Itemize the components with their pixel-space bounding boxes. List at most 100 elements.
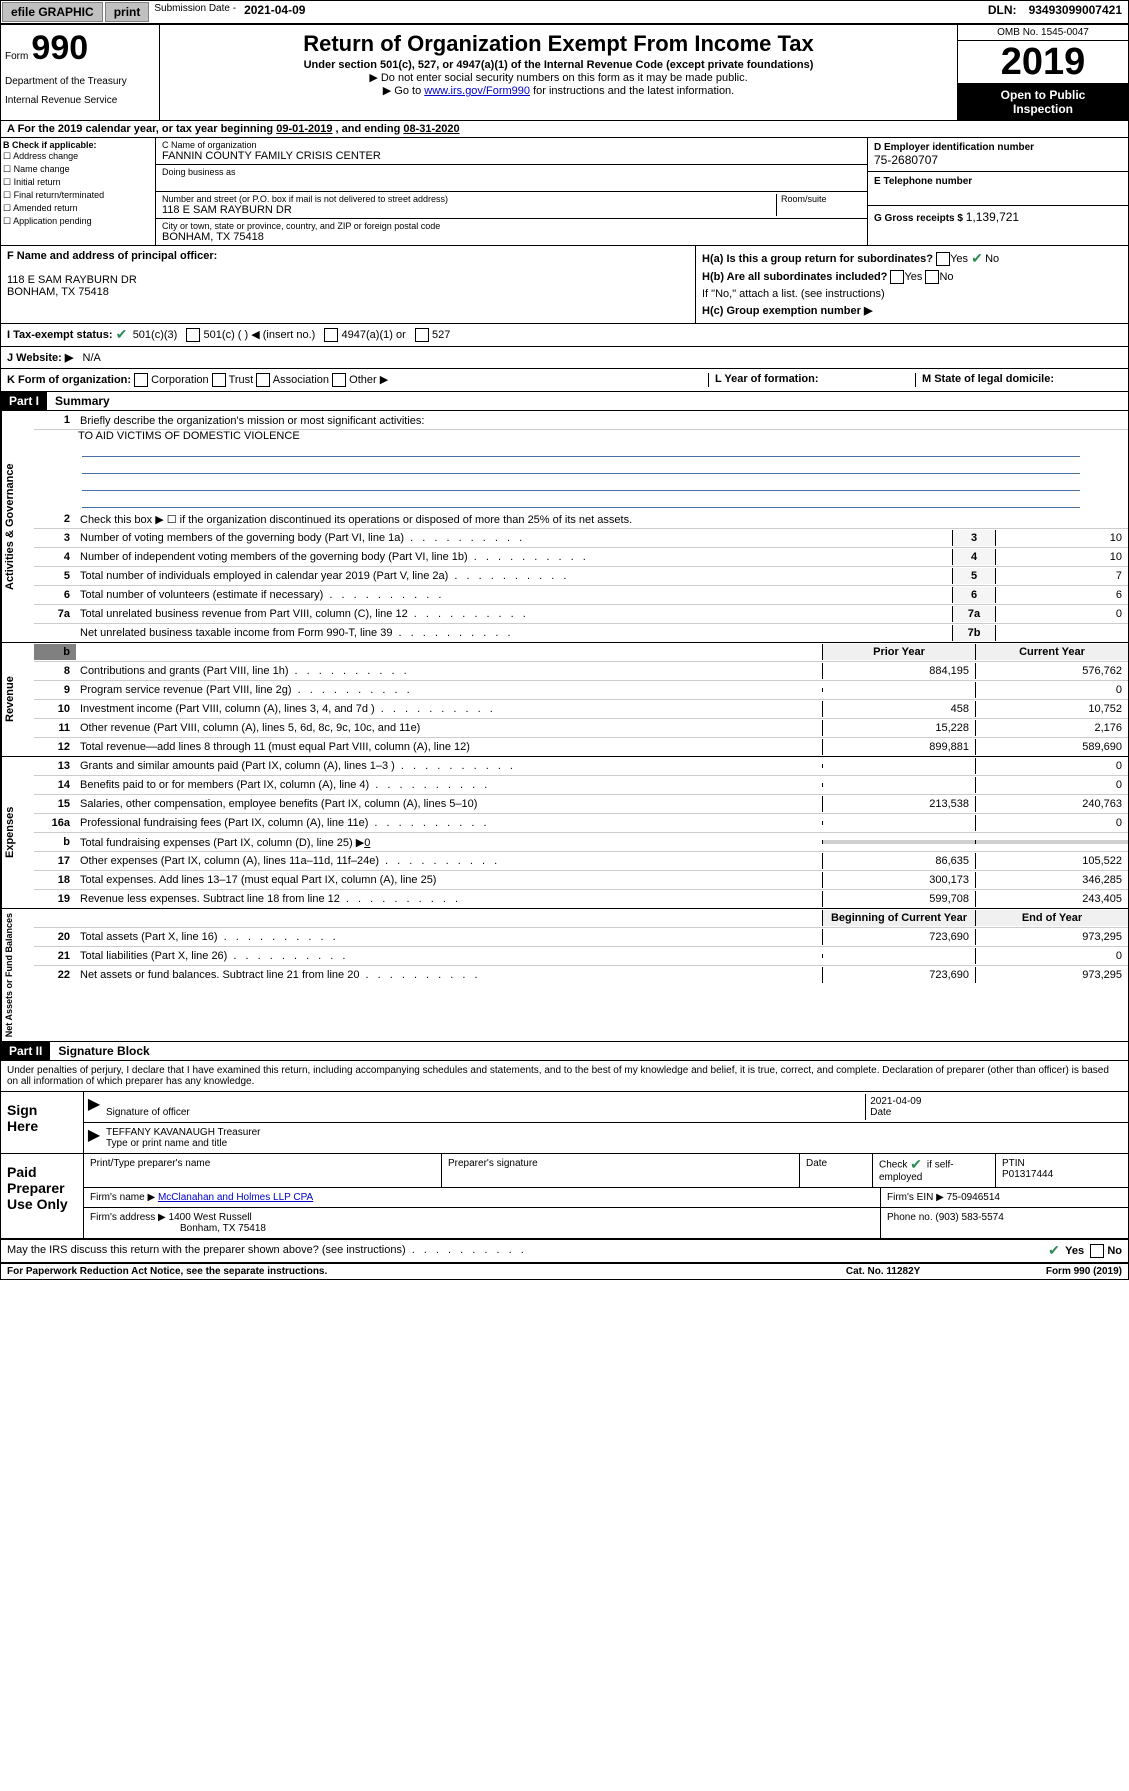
- firm-addr-label: Firm's address ▶: [90, 1212, 166, 1223]
- line8-prior: 884,195: [822, 663, 975, 679]
- line22-end: 973,295: [975, 967, 1128, 983]
- h-group: H(a) Is this a group return for subordin…: [696, 246, 1128, 323]
- chk-name[interactable]: ☐ Name change: [3, 163, 153, 176]
- hb-yes[interactable]: [890, 270, 904, 284]
- chk-final[interactable]: ☐ Final return/terminated: [3, 189, 153, 202]
- line16a: Professional fundraising fees (Part IX, …: [76, 815, 822, 831]
- instruction-2: ▶ Go to www.irs.gov/Form990 for instruct…: [164, 84, 953, 97]
- header-center: Return of Organization Exempt From Incom…: [160, 25, 957, 120]
- l-year-label: L Year of formation:: [715, 373, 819, 385]
- line20-end: 973,295: [975, 929, 1128, 945]
- m-state-label: M State of legal domicile:: [922, 373, 1054, 385]
- firm-name-link[interactable]: McClanahan and Holmes LLP CPA: [158, 1192, 313, 1203]
- f-addr2: BONHAM, TX 75418: [7, 286, 689, 298]
- line10: Investment income (Part VIII, column (A)…: [76, 701, 822, 717]
- hb-no[interactable]: [925, 270, 939, 284]
- gross-label: G Gross receipts $: [874, 213, 966, 224]
- i-501c3-checked[interactable]: [116, 328, 130, 342]
- gov-vert-label: Activities & Governance: [1, 411, 34, 642]
- dln-label: DLN:: [982, 1, 1023, 23]
- line4: Number of independent voting members of …: [76, 549, 952, 565]
- line3: Number of voting members of the governin…: [76, 530, 952, 546]
- gross-receipts: 1,139,721: [966, 210, 1019, 224]
- prep-date-label: Date: [800, 1154, 873, 1187]
- i-4947[interactable]: [324, 328, 338, 342]
- firm-phone: (903) 583-5574: [935, 1212, 1003, 1223]
- k-row: K Form of organization: Corporation Trus…: [1, 369, 1128, 392]
- line20-begin: 723,690: [822, 929, 975, 945]
- col-b-checkboxes: B Check if applicable: ☐ Address change …: [1, 138, 156, 245]
- chk-address[interactable]: ☐ Address change: [3, 150, 153, 163]
- efile-button[interactable]: efile GRAPHIC: [2, 2, 103, 22]
- part1-badge: Part I: [1, 392, 47, 410]
- chk-pending[interactable]: ☐ Application pending: [3, 215, 153, 228]
- tel-label: E Telephone number: [874, 176, 1122, 187]
- line19: Revenue less expenses. Subtract line 18 …: [76, 891, 822, 907]
- line21-begin: [822, 954, 975, 958]
- exp-vert-label: Expenses: [1, 757, 34, 908]
- k-assoc[interactable]: [256, 373, 270, 387]
- print-button[interactable]: print: [105, 2, 150, 22]
- form-number: 990: [31, 29, 88, 67]
- i-501c[interactable]: [186, 328, 200, 342]
- line11-prior: 15,228: [822, 720, 975, 736]
- chk-initial[interactable]: ☐ Initial return: [3, 176, 153, 189]
- website-value: N/A: [83, 352, 101, 364]
- ha-no-checked[interactable]: [971, 252, 985, 266]
- f-label: F Name and address of principal officer:: [7, 250, 689, 262]
- officer-name-label: Type or print name and title: [106, 1138, 1122, 1149]
- room-label: Room/suite: [781, 194, 861, 204]
- line19-prior: 599,708: [822, 891, 975, 907]
- j-website: J Website: ▶ N/A: [1, 347, 1128, 369]
- line13-curr: 0: [975, 758, 1128, 774]
- line18-prior: 300,173: [822, 872, 975, 888]
- line22: Net assets or fund balances. Subtract li…: [76, 967, 822, 983]
- submission-label: Submission Date -: [150, 1, 240, 23]
- subtitle-1: Under section 501(c), 527, or 4947(a)(1)…: [164, 59, 953, 71]
- prep-name-label: Print/Type preparer's name: [84, 1154, 442, 1187]
- line15-curr: 240,763: [975, 796, 1128, 812]
- org-name-label: C Name of organization: [162, 140, 861, 150]
- line2: Check this box ▶ ☐ if the organization d…: [76, 511, 1128, 528]
- ptin-value: P01317444: [1002, 1169, 1122, 1180]
- discuss-yes-checked[interactable]: [1048, 1244, 1062, 1258]
- k-trust[interactable]: [212, 373, 226, 387]
- i-tax-status: I Tax-exempt status: 501(c)(3) 501(c) ( …: [1, 324, 1128, 347]
- dln-value: 93493099007421: [1023, 1, 1128, 23]
- h-note: If "No," attach a list. (see instruction…: [702, 286, 1122, 302]
- line12-curr: 589,690: [975, 739, 1128, 755]
- i-527[interactable]: [415, 328, 429, 342]
- ein: 75-2680707: [874, 153, 1122, 167]
- discuss-no[interactable]: [1090, 1244, 1104, 1258]
- instruction-1: ▶ Do not enter social security numbers o…: [164, 71, 953, 84]
- header-left: Form 990 Department of the Treasury Inte…: [1, 25, 160, 120]
- line7a-val: 0: [996, 606, 1128, 622]
- dept-irs: Internal Revenue Service: [5, 95, 155, 106]
- sig-date-label: Date: [870, 1107, 1122, 1118]
- submission-date: 2021-04-09: [240, 1, 309, 23]
- firm-ein: 75-0946514: [947, 1192, 1000, 1203]
- paid-preparer-section: Paid Preparer Use Only Print/Type prepar…: [1, 1154, 1128, 1239]
- prep-sig-label: Preparer's signature: [442, 1154, 800, 1187]
- part2-header: Part II Signature Block: [1, 1042, 1128, 1061]
- line17-curr: 105,522: [975, 853, 1128, 869]
- k-other[interactable]: [332, 373, 346, 387]
- f-addr1: 118 E SAM RAYBURN DR: [7, 274, 689, 286]
- ha-yes[interactable]: [936, 252, 950, 266]
- irs-link[interactable]: www.irs.gov/Form990: [424, 85, 530, 97]
- k-corp[interactable]: [134, 373, 148, 387]
- line12: Total revenue—add lines 8 through 11 (mu…: [76, 739, 822, 755]
- rev-vert-label: Revenue: [1, 643, 34, 756]
- begin-year-header: Beginning of Current Year: [822, 910, 975, 926]
- chk-amended[interactable]: ☐ Amended return: [3, 202, 153, 215]
- line15: Salaries, other compensation, employee b…: [76, 796, 822, 812]
- city-label: City or town, state or province, country…: [162, 221, 861, 231]
- firm-addr2: Bonham, TX 75418: [90, 1223, 874, 1234]
- line16a-curr: 0: [975, 815, 1128, 831]
- prep-self-employed: Check if self-employed: [873, 1154, 996, 1187]
- line9: Program service revenue (Part VIII, line…: [76, 682, 822, 698]
- line9-curr: 0: [975, 682, 1128, 698]
- self-emp-checked[interactable]: [910, 1158, 924, 1172]
- firm-ein-label: Firm's EIN ▶: [887, 1192, 944, 1203]
- sig-date: 2021-04-09: [870, 1096, 1122, 1107]
